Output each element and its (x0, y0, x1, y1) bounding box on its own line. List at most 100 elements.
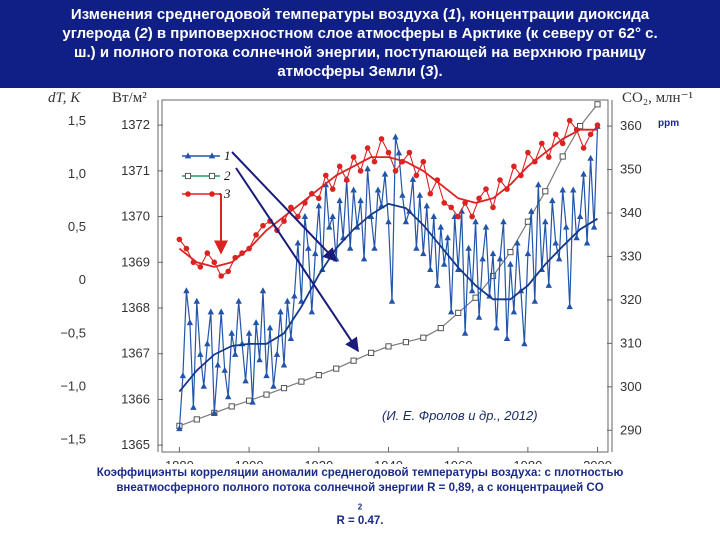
legend: 1 2 3 (182, 148, 231, 201)
temp-tick-label-5: 1,0 (68, 166, 86, 181)
temp-point-74 (434, 281, 441, 288)
flux-tick-label-6: 1371 (121, 163, 150, 178)
flux-point-50 (525, 149, 531, 156)
temp-point-92 (496, 255, 504, 262)
temp-point-117 (583, 239, 591, 246)
temp-point-11 (214, 361, 221, 368)
flux-tick-label-7: 1372 (121, 117, 150, 132)
temp-point-1 (179, 372, 187, 379)
plot-frame (161, 99, 609, 453)
temp-point-40 (315, 202, 322, 209)
co2-point-6 (280, 385, 288, 392)
flux-point-7 (225, 268, 231, 275)
correlation-line-1: Коэффициэнты корреляции аномалии среднег… (96, 467, 624, 479)
temp-point-70 (420, 250, 427, 257)
x-tick-label-4: 1960 (444, 458, 473, 464)
co2-tick-label-1: 300 (620, 379, 642, 394)
co2-tick-label-4: 330 (620, 248, 642, 263)
legend-marker-2 (184, 172, 192, 180)
temp-point-49 (347, 244, 354, 251)
temp-point-38 (308, 308, 315, 315)
temp-point-2 (183, 287, 190, 294)
temp-point-52 (357, 197, 364, 204)
flux-axis-title: Вт/м² (112, 90, 147, 106)
flux-point-52 (539, 140, 545, 147)
co2-point-21 (542, 188, 549, 195)
temp-point-113 (570, 186, 577, 193)
co2-point-22 (559, 153, 566, 160)
flux-point-40 (455, 213, 461, 220)
flux-tick-label-4: 1369 (121, 254, 150, 269)
co2-point-12 (385, 343, 392, 350)
temp-point-14 (225, 393, 232, 400)
flux-point-29 (378, 136, 385, 142)
temp-point-106 (545, 281, 552, 288)
temp-point-99 (521, 340, 528, 347)
temp-point-36 (301, 213, 309, 219)
temp-point-108 (552, 239, 559, 246)
temp-point-97 (514, 239, 521, 246)
temp-point-33 (291, 292, 298, 299)
title-line-1: Изменения среднегодовой температуры возд… (70, 6, 650, 23)
temp-point-13 (221, 366, 228, 373)
flux-point-56 (566, 117, 573, 124)
temp-point-72 (427, 266, 434, 272)
temp-point-25 (263, 372, 270, 379)
flux-point-53 (546, 154, 552, 160)
flux-point-25 (350, 154, 357, 160)
temp-point-109 (556, 255, 563, 262)
temp-point-31 (284, 297, 291, 304)
temp-point-28 (273, 350, 281, 357)
title-line-3: ш.) и полного потока солнечной энергии, … (74, 44, 646, 61)
temp-point-112 (566, 303, 573, 310)
temp-point-63 (395, 149, 403, 156)
temp-point-95 (507, 260, 514, 267)
flux-point-45 (490, 204, 496, 211)
temp-point-82 (461, 329, 469, 336)
flux-point-48 (511, 163, 517, 170)
temp-point-71 (423, 202, 430, 209)
arrow-2 (235, 167, 359, 353)
temp-point-3 (186, 319, 194, 326)
correlation-note: Коэффициэнты корреляции аномалии среднег… (10, 466, 710, 529)
flux-tick-label-0: 1365 (121, 437, 150, 452)
temp-point-69 (416, 191, 423, 198)
co2-point-10 (350, 357, 357, 364)
temp-point-88 (482, 223, 490, 230)
x-tick-label-3: 1940 (374, 458, 403, 464)
flux-point-54 (552, 131, 559, 138)
temp-point-105 (542, 218, 549, 225)
temp-point-53 (360, 255, 368, 262)
correlation-line-2: внеатмосферного полного потока солнечной… (116, 482, 604, 528)
temp-point-26 (266, 324, 274, 331)
co2-point-24 (594, 101, 601, 108)
flux-point-34 (413, 172, 420, 179)
temp-point-118 (587, 154, 594, 161)
climate-chart: dT, К Вт/м² CO₂, млн⁻¹ ppm 1880190019201… (48, 90, 693, 464)
flux-point-28 (371, 158, 378, 165)
temp-point-96 (510, 308, 518, 315)
flux-point-21 (323, 172, 329, 179)
flux-tick-label-1: 1366 (121, 391, 150, 406)
series-3s-line (178, 128, 598, 268)
temp-point-19 (242, 377, 249, 384)
temp-point-73 (430, 213, 437, 219)
x-tick-label-0: 1880 (165, 458, 194, 464)
temp-point-5 (193, 297, 200, 304)
flux-point-3 (197, 264, 204, 270)
temp-point-12 (218, 308, 225, 315)
temp-point-8 (204, 340, 211, 347)
legend-marker-3 (185, 191, 191, 197)
temp-point-34 (294, 239, 302, 246)
co2-point-9 (333, 365, 340, 372)
temp-point-50 (350, 186, 357, 193)
flux-tick-label-3: 1368 (121, 300, 150, 315)
flux-point-26 (357, 168, 364, 174)
flux-point-11 (253, 232, 259, 238)
temp-point-57 (374, 186, 382, 193)
flux-point-59 (587, 131, 594, 138)
temp-point-16 (232, 350, 239, 357)
flux-tick-label-2: 1367 (121, 346, 150, 361)
co2-point-5 (263, 391, 270, 398)
temp-point-56 (371, 244, 378, 251)
